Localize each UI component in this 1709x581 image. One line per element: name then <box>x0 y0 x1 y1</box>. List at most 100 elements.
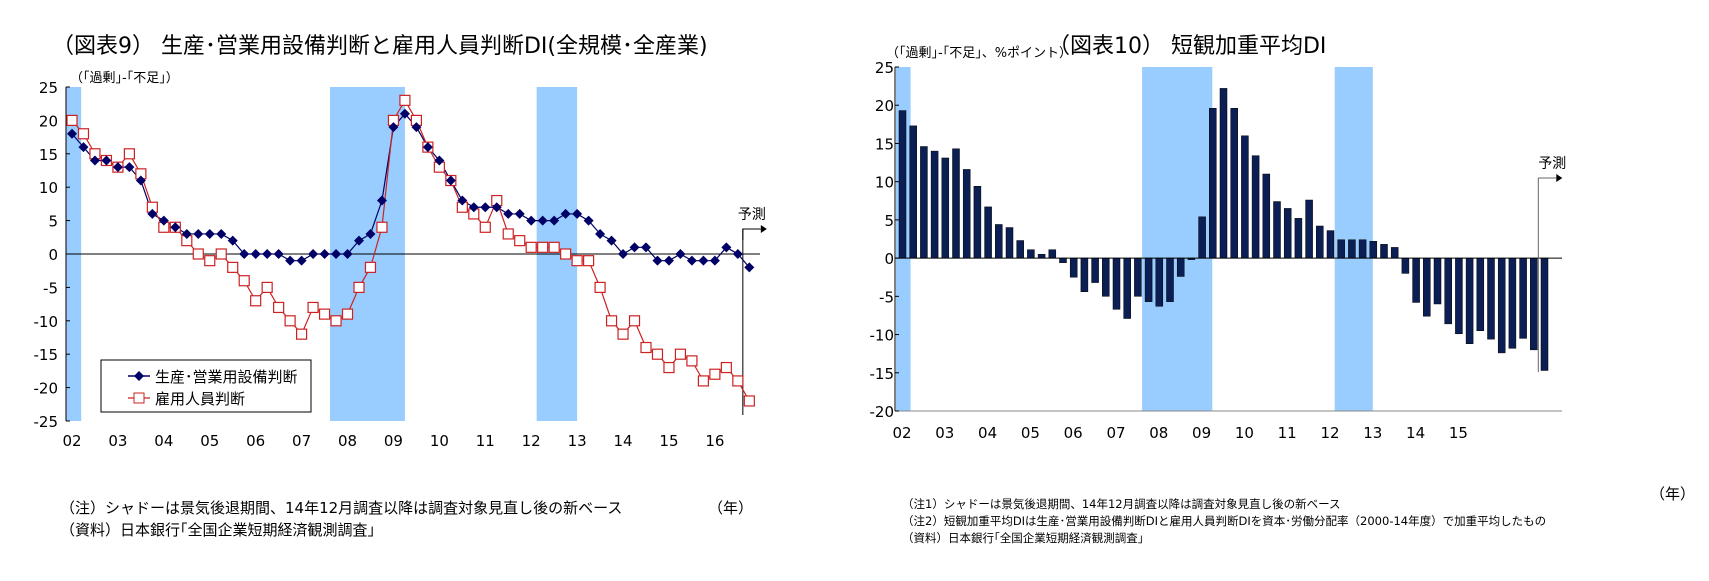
bar <box>1262 173 1271 259</box>
bar <box>930 150 939 259</box>
data-point-equipment <box>331 249 342 259</box>
data-point-employment <box>284 315 296 327</box>
bar <box>898 110 907 259</box>
data-point-employment <box>376 221 388 233</box>
bar <box>1326 230 1335 259</box>
bar <box>1508 257 1517 349</box>
data-point-equipment <box>101 155 112 166</box>
y-tick-label: 15 <box>39 146 58 164</box>
data-point-equipment <box>354 235 364 246</box>
data-point-employment <box>479 221 491 233</box>
data-point-employment <box>399 94 411 106</box>
data-point-employment <box>525 241 537 253</box>
data-point-employment <box>502 228 514 240</box>
data-point-employment <box>651 348 664 360</box>
bar <box>1027 249 1035 259</box>
bar <box>1412 257 1420 303</box>
data-point-equipment <box>388 122 399 133</box>
chart-title: （図表9） 生産･営業用設備判断と雇用人員判断DI(全規模･全産業) <box>52 34 708 59</box>
data-point-equipment <box>376 195 387 206</box>
data-point-equipment <box>216 228 227 239</box>
x-tick-label: 10 <box>430 432 449 450</box>
y-axis-unit-label: （｢過剰｣-｢不足｣、%ポイント） <box>886 46 1073 61</box>
x-tick-label: 06 <box>1064 424 1083 442</box>
data-point-equipment <box>250 249 261 259</box>
bar <box>1251 155 1260 259</box>
data-point-employment <box>330 315 342 327</box>
data-point-equipment <box>434 155 445 166</box>
x-tick-label: 14 <box>1406 424 1425 442</box>
data-point-equipment <box>204 228 215 239</box>
bar <box>1016 240 1024 259</box>
y-tick-label: -20 <box>34 380 59 398</box>
bar <box>1091 257 1099 283</box>
forecast-arrowhead <box>1556 174 1563 182</box>
data-point-equipment <box>641 242 651 253</box>
data-point-equipment <box>744 262 755 273</box>
data-point-employment <box>720 361 732 374</box>
data-point-equipment <box>618 249 629 259</box>
bar <box>1112 257 1121 310</box>
x-tick-label: 09 <box>384 432 403 450</box>
data-point-employment <box>594 281 606 293</box>
bar <box>1176 257 1185 277</box>
data-point-equipment <box>399 108 410 119</box>
bar <box>984 206 992 259</box>
bar <box>973 186 982 259</box>
x-tick-label: 15 <box>659 432 678 450</box>
data-point-equipment <box>526 215 537 226</box>
bar <box>1337 239 1345 259</box>
bar <box>1080 257 1089 292</box>
legend-label-equipment: 生産･営業用設備判断 <box>155 368 298 386</box>
x-tick-label: 02 <box>62 432 81 450</box>
y-tick-label: 5 <box>884 212 894 230</box>
bar-chart: 25 20 15 10 5 0 -5 -10 -15 -20 02 03 04 05 06 07 08 09 10 1… <box>870 59 1567 442</box>
x-tick-label: 10 <box>1235 424 1254 442</box>
bar <box>1530 257 1538 351</box>
data-point-equipment <box>480 202 491 213</box>
bar <box>1219 88 1228 259</box>
x-tick-label: 02 <box>892 424 911 442</box>
data-point-equipment <box>193 228 204 239</box>
x-tick-label: 11 <box>476 432 495 450</box>
x-tick-label: 05 <box>1021 424 1040 442</box>
bar <box>1358 239 1367 259</box>
data-point-equipment <box>721 242 732 253</box>
data-point-equipment <box>698 255 709 266</box>
y-tick-label: 15 <box>875 135 894 153</box>
data-point-equipment <box>124 162 135 173</box>
x-tick-label: 13 <box>568 432 587 450</box>
data-point-equipment <box>537 215 548 226</box>
data-point-equipment <box>411 122 422 133</box>
y-tick-label: -10 <box>870 327 895 345</box>
data-point-equipment <box>112 162 123 173</box>
data-point-equipment <box>560 208 571 219</box>
data-point-equipment <box>663 255 674 266</box>
x-tick-label: 05 <box>200 432 219 450</box>
chart-panel-9: （図表9） 生産･営業用設備判断と雇用人員判断DI(全規模･全産業) （｢過剰｣… <box>34 34 767 539</box>
chart-title: （図表10） 短観加重平均DI <box>1048 34 1327 59</box>
bar <box>1519 257 1527 339</box>
chart-source: （資料）日本銀行｢全国企業短期経済観測調査｣ <box>902 531 1144 545</box>
data-point-employment <box>697 375 710 387</box>
y-tick-label: 0 <box>884 250 894 268</box>
data-point-equipment <box>239 249 250 259</box>
data-point-equipment <box>549 215 560 226</box>
x-tick-label: 16 <box>705 432 724 450</box>
x-axis-unit-label: （年） <box>708 499 754 517</box>
data-point-equipment <box>262 249 273 259</box>
data-point-equipment <box>227 235 238 246</box>
data-point-employment <box>548 241 560 253</box>
data-point-employment <box>640 341 652 354</box>
bar <box>1540 257 1549 371</box>
y-tick-label: -10 <box>34 313 59 331</box>
y-tick-label: -20 <box>870 403 895 421</box>
bar <box>995 224 1003 259</box>
data-point-equipment <box>135 175 146 186</box>
legend-label-employment: 雇用人員判断 <box>155 390 245 408</box>
bar <box>1069 257 1078 278</box>
y-tick-label: -25 <box>34 413 59 431</box>
forecast-label: 予測 <box>1538 156 1566 172</box>
chart-source: （資料）日本銀行｢全国企業短期経済観測調査｣ <box>60 521 376 539</box>
data-point-equipment <box>170 222 181 233</box>
